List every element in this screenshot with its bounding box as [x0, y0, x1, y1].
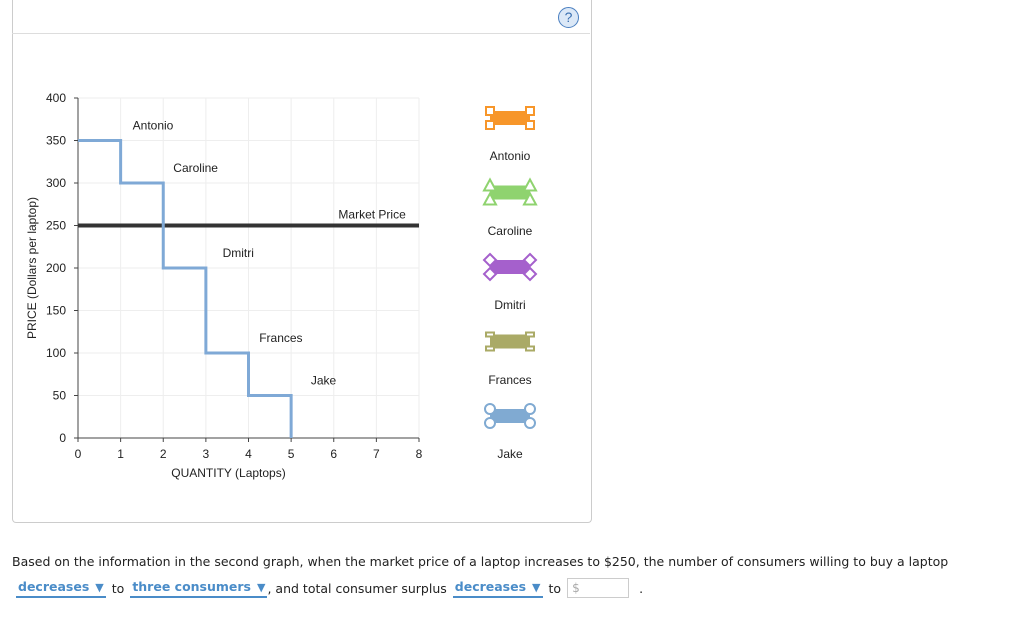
circle-marker-icon	[524, 403, 536, 415]
dash-marker-icon	[485, 345, 495, 352]
consumers-change-dropdown[interactable]: decreases ▼	[16, 579, 106, 598]
static-text: .	[639, 580, 644, 596]
legend-label: Dmitri	[494, 298, 526, 312]
help-icon[interactable]: ?	[558, 7, 579, 28]
x-tick-label: 2	[160, 447, 167, 461]
consumer-count-dropdown[interactable]: three consumers ▼	[130, 578, 268, 598]
circle-marker-icon	[484, 417, 496, 429]
triangle-marker-icon	[482, 177, 498, 192]
x-tick-label: 4	[245, 447, 252, 461]
graph-panel	[12, 0, 592, 523]
y-tick-label: 150	[46, 304, 66, 318]
x-tick-label: 3	[203, 447, 210, 461]
step-label-frances: Frances	[259, 331, 302, 345]
step-label-caroline: Caroline	[173, 161, 218, 175]
legend-swatch-dmitri	[490, 260, 530, 274]
circle-marker-icon	[484, 403, 496, 415]
step-label-dmitri: Dmitri	[223, 246, 254, 260]
legend-swatch-frances	[490, 334, 530, 349]
dropdown-value: decreases	[18, 578, 90, 594]
diamond-marker-icon	[522, 252, 538, 268]
diamond-marker-icon	[482, 266, 498, 282]
static-text: to	[111, 580, 125, 596]
y-tick-label: 100	[46, 346, 66, 360]
x-tick-label: 5	[288, 447, 295, 461]
circle-marker-icon	[524, 417, 536, 429]
surplus-change-dropdown[interactable]: decreases ▼	[452, 578, 543, 598]
triangle-marker-icon	[522, 191, 538, 206]
y-tick-label: 300	[46, 176, 66, 190]
divider	[12, 33, 590, 34]
dash-marker-icon	[485, 331, 495, 338]
square-marker-icon	[525, 120, 535, 130]
y-tick-label: 250	[46, 219, 66, 233]
y-tick-label: 50	[53, 389, 67, 403]
square-marker-icon	[485, 120, 495, 130]
dash-marker-icon	[525, 345, 535, 352]
diamond-marker-icon	[522, 266, 538, 282]
legend-swatch-jake	[490, 409, 530, 423]
legend-label: Antonio	[489, 149, 531, 163]
chevron-down-icon: ▼	[532, 580, 541, 594]
square-marker-icon	[525, 106, 535, 116]
y-tick-label: 350	[46, 134, 66, 148]
demand-curve	[78, 139, 293, 438]
diamond-marker-icon	[482, 252, 498, 268]
legend-label: Caroline	[487, 223, 533, 238]
chart: 0 50 100 150 200 250 300 350 400 0 1 2 3 4 5 6 7 8 QUANTIT…	[25, 91, 538, 480]
x-tick-label: 8	[416, 447, 423, 461]
dropdown-value: decreases	[454, 578, 527, 594]
y-tick-label: 200	[46, 261, 66, 275]
static-text: to	[548, 580, 562, 596]
static-text: , and total consumer surplus	[267, 580, 447, 596]
step-label-antonio: Antonio	[133, 118, 174, 132]
chevron-down-icon: ▼	[95, 580, 104, 594]
y-axis-label: PRICE (Dollars per laptop)	[25, 197, 39, 339]
y-tick-label: 0	[59, 431, 66, 445]
dash-marker-icon	[525, 331, 535, 338]
x-tick-label: 0	[75, 447, 82, 461]
surplus-amount-input[interactable]: $	[567, 578, 630, 598]
market-price-label: Market Price	[338, 208, 406, 222]
chevron-down-icon: ▼	[257, 580, 266, 594]
x-tick-label: 7	[373, 447, 380, 461]
triangle-marker-icon	[522, 177, 538, 192]
y-tick-label: 400	[46, 91, 66, 105]
x-tick-label: 6	[330, 447, 337, 461]
dropdown-value: three consumers	[132, 578, 252, 594]
legend-swatch-caroline	[490, 185, 530, 200]
legend-swatch-antonio	[490, 111, 530, 125]
question-text: Based on the information in the second g…	[12, 554, 949, 569]
legend-label: Frances	[488, 372, 532, 387]
square-marker-icon	[485, 106, 495, 116]
step-label-jake: Jake	[311, 373, 337, 387]
answer-row: decreases ▼ to three consumers ▼ , and tot…	[16, 578, 643, 598]
legend-label: Jake	[497, 447, 523, 461]
triangle-marker-icon	[482, 191, 498, 206]
x-tick-label: 1	[117, 447, 124, 461]
x-axis-label: QUANTITY (Laptops)	[171, 466, 285, 480]
